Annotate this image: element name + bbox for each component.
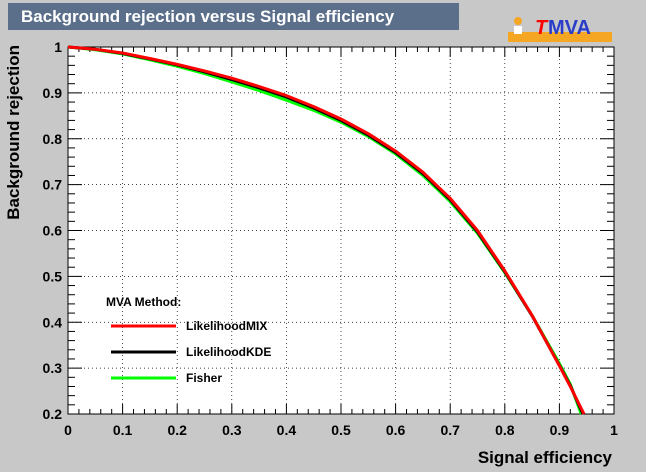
series-line-likelihoodmix bbox=[67, 45, 586, 415]
chart-title: Background rejection versus Signal effic… bbox=[8, 3, 459, 30]
y-tick-labels: 0.2 0.3 0.4 0.5 0.6 0.7 0.8 0.9 1 bbox=[43, 39, 63, 422]
x-tick-label: 0.4 bbox=[277, 422, 297, 438]
legend-title: MVA Method: bbox=[106, 295, 181, 309]
y-tick-label: 0.4 bbox=[43, 314, 63, 330]
y-tick-label: 1 bbox=[54, 39, 62, 55]
x-tick-label: 0.5 bbox=[331, 422, 351, 438]
y-tick-label: 0.8 bbox=[43, 131, 63, 147]
y-tick-label: 0.6 bbox=[43, 223, 63, 239]
x-tick-label: 0.3 bbox=[222, 422, 242, 438]
x-tick-labels: 0 0.1 0.2 0.3 0.4 0.5 0.6 0.7 0.8 0.9 1 bbox=[64, 422, 618, 438]
x-tick-label: 0.6 bbox=[386, 422, 406, 438]
logo-bar bbox=[508, 32, 612, 42]
y-tick-label: 0.3 bbox=[43, 360, 63, 376]
axis-ticks bbox=[67, 46, 615, 415]
x-tick-label: 0.8 bbox=[495, 422, 515, 438]
grid bbox=[68, 47, 614, 414]
y-tick-label: 0.2 bbox=[43, 406, 63, 422]
x-tick-label: 0.7 bbox=[440, 422, 460, 438]
y-tick-label: 0.9 bbox=[43, 85, 63, 101]
logo-cut bbox=[514, 26, 522, 34]
logo-letter-t: T bbox=[535, 17, 549, 39]
legend-label: LikelihoodMIX bbox=[186, 319, 267, 333]
logo-letters-mva: MVA bbox=[548, 17, 591, 39]
y-tick-label: 0.7 bbox=[43, 177, 63, 193]
legend-label: Fisher bbox=[186, 371, 222, 385]
y-axis-title: Background rejection bbox=[4, 45, 23, 220]
curves bbox=[67, 45, 586, 415]
x-tick-label: 0.9 bbox=[550, 422, 570, 438]
logo-dot bbox=[514, 17, 522, 25]
tmva-logo: T MVA bbox=[508, 17, 612, 42]
legend: MVA Method: LikelihoodMIX LikelihoodKDE Fi… bbox=[106, 295, 271, 385]
x-tick-label: 1 bbox=[610, 422, 618, 438]
y-tick-label: 0.5 bbox=[43, 268, 63, 284]
legend-label: LikelihoodKDE bbox=[186, 345, 271, 359]
x-tick-label: 0.2 bbox=[167, 422, 187, 438]
x-tick-label: 0.1 bbox=[113, 422, 133, 438]
x-tick-label: 0 bbox=[64, 422, 72, 438]
x-axis-title: Signal efficiency bbox=[478, 448, 613, 467]
